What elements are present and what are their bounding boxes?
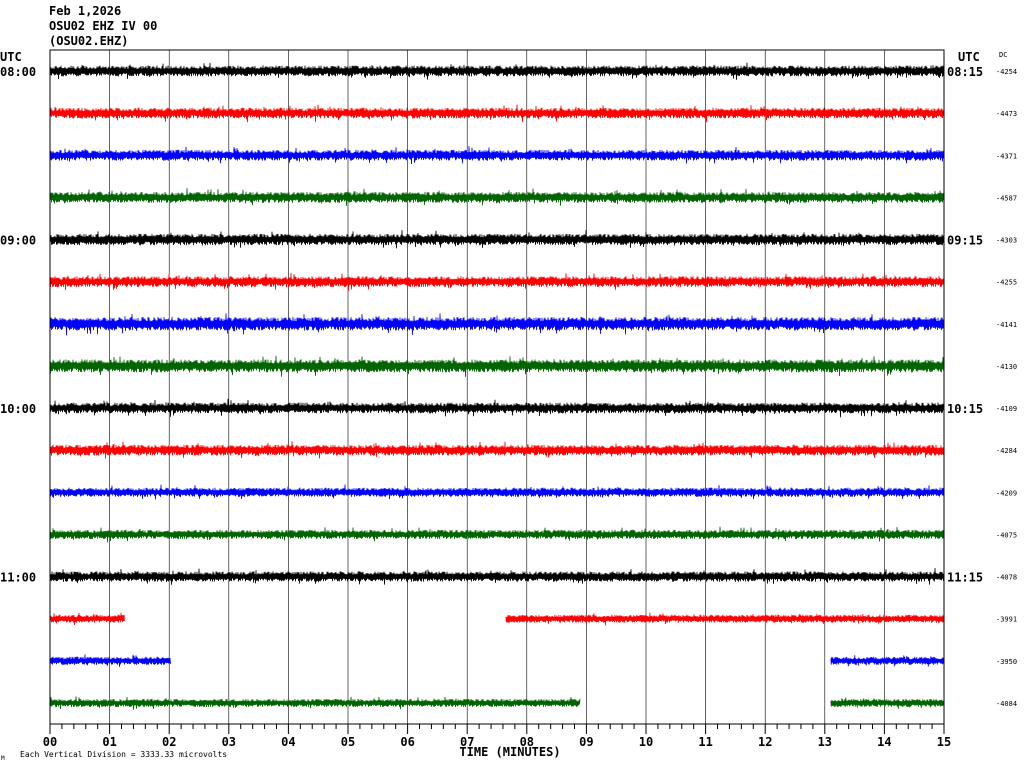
seismic-trace-12-segment-1 (49, 526, 945, 543)
dc-offset-value: -4109 (996, 405, 1017, 413)
x-tick-label: 03 (222, 735, 236, 749)
seismic-trace-10-segment-1 (49, 441, 945, 459)
seismic-trace-6-segment-1 (49, 272, 945, 291)
left-time-label: 11:00 (0, 571, 36, 585)
x-tick-label: 15 (937, 735, 951, 749)
seismic-trace-13-segment-1 (49, 567, 945, 585)
seismic-trace-15-segment-1 (49, 654, 171, 667)
x-tick-label: 12 (758, 735, 772, 749)
dc-offset-value: -4371 (996, 152, 1017, 160)
corner-mark-icon: M (1, 755, 5, 762)
seismic-trace-9-segment-1 (49, 398, 945, 418)
x-tick-label: 04 (281, 735, 295, 749)
scale-note: Each Vertical Division = 3333.33 microvo… (20, 750, 227, 759)
dc-offset-value: -4141 (996, 321, 1017, 329)
dc-offset-value: -4303 (996, 237, 1017, 245)
x-tick-label: 07 (460, 735, 474, 749)
right-time-label: 08:15 (947, 65, 983, 79)
dc-offset-value: -3950 (996, 658, 1017, 666)
seismic-trace-7-segment-1 (49, 313, 945, 336)
seismic-trace-15-segment-2 (830, 655, 945, 667)
x-tick-label: 02 (162, 735, 176, 749)
right-time-label: 10:15 (947, 402, 983, 416)
x-tick-label: 13 (818, 735, 832, 749)
grid-lines (109, 50, 885, 724)
dc-offset-value: -4130 (996, 363, 1017, 371)
seismic-trace-3-segment-1 (49, 146, 945, 165)
dc-offset-value: -4075 (996, 531, 1017, 539)
seismic-trace-5-segment-1 (49, 229, 945, 249)
dc-offset-value: -4084 (996, 700, 1017, 708)
seismic-trace-2-segment-1 (49, 104, 945, 123)
header-date: Feb 1,2026 (49, 4, 122, 18)
dc-offset-value: -4587 (996, 194, 1017, 202)
plot-frame (49, 49, 945, 734)
dc-offset-value: -4255 (996, 279, 1017, 287)
left-time-label: 08:00 (0, 65, 36, 79)
left-time-label: 10:00 (0, 402, 36, 416)
x-tick-label: 10 (639, 735, 653, 749)
right-utc-label: UTC (958, 50, 980, 64)
seismic-trace-4-segment-1 (49, 188, 945, 206)
seismic-trace-16-segment-2 (830, 697, 945, 709)
dc-offset-value: -4209 (996, 489, 1017, 497)
right-time-label: 11:15 (947, 571, 983, 585)
x-tick-label: 01 (102, 735, 116, 749)
x-tick-label: 06 (400, 735, 414, 749)
seismic-trace-14-segment-2 (505, 612, 945, 626)
left-utc-label: UTC (0, 50, 22, 64)
seismic-trace-8-segment-1 (49, 355, 945, 377)
dc-offset-value: -4284 (996, 447, 1017, 455)
header-station: OSU02 EHZ IV 00 (49, 19, 158, 33)
x-tick-label: 09 (579, 735, 593, 749)
dc-offset-value: -4473 (996, 110, 1017, 118)
axis-labels: UTC UTC DC TIME (MINUTES) Each Vertical … (0, 50, 1017, 762)
right-time-label: 09:15 (947, 234, 983, 248)
dc-offset-value: -3991 (996, 616, 1017, 624)
plot-border (49, 49, 945, 725)
x-tick-label: 08 (520, 735, 534, 749)
header-channel-code: (OSU02.EHZ) (49, 34, 129, 48)
seismic-trace-14-segment-1 (49, 612, 125, 626)
dc-offset-value: -4254 (996, 68, 1017, 76)
seismic-trace-16-segment-1 (49, 696, 581, 710)
dc-column-label: DC (999, 51, 1007, 59)
x-axis-title: TIME (MINUTES) (459, 745, 560, 759)
seismic-trace-11-segment-1 (49, 484, 945, 500)
x-tick-label: 00 (43, 735, 57, 749)
dc-offset-value: -4078 (996, 574, 1017, 582)
seismic-traces (49, 62, 945, 710)
x-tick-label: 14 (877, 735, 891, 749)
x-tick-label: 05 (341, 735, 355, 749)
x-tick-label: 11 (698, 735, 712, 749)
left-time-label: 09:00 (0, 234, 36, 248)
seismic-trace-1-segment-1 (49, 62, 945, 80)
